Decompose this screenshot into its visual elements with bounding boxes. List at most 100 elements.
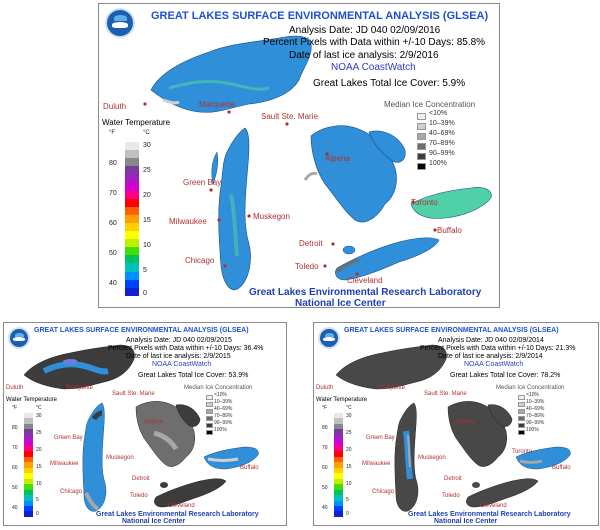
- water-temp-swatch: [334, 451, 343, 457]
- c-tick: 20: [143, 192, 151, 199]
- ice-legend-label-0: <10%: [429, 110, 448, 117]
- city-sault: Sault Ste. Marie: [112, 391, 155, 397]
- ice-legend-swatch-5: [417, 163, 426, 170]
- great-lakes-map-2015: [23, 344, 259, 512]
- water-temp-swatch: [334, 445, 343, 452]
- lake-erie: [335, 237, 440, 281]
- city-chicago: Chicago: [185, 256, 215, 265]
- lake-ontario: [410, 187, 492, 219]
- ice-legend-label-1: 10–39%: [214, 399, 233, 405]
- city-muskegon: Muskegon: [418, 455, 446, 461]
- city-dot-marquette: [227, 110, 231, 114]
- lake-st-clair: [472, 482, 480, 488]
- ice-legend-label-3: 70–89%: [214, 413, 233, 419]
- ice-legend-label-1: 10–39%: [526, 399, 545, 405]
- panel-title: GREAT LAKES SURFACE ENVIRONMENTAL ANALYS…: [151, 10, 489, 22]
- ice-legend-swatch-2: [206, 409, 213, 414]
- city-toledo: Toledo: [442, 493, 460, 499]
- water-temp-swatch: [24, 418, 33, 424]
- city-duluth: Duluth: [6, 385, 24, 391]
- total-ice-cover: Great Lakes Total Ice Cover: 53.9%: [138, 372, 249, 379]
- city-chicago: Chicago: [60, 489, 83, 495]
- c-tick: 10: [346, 481, 352, 487]
- water-temp-scale: [334, 413, 343, 517]
- percent-pixels: Percent Pixels with Data within +/-10 Da…: [263, 37, 486, 48]
- f-tick: 40: [109, 280, 117, 287]
- lake-huron: [310, 125, 397, 223]
- percent-pixels: Percent Pixels with Data within +/-10 Da…: [420, 345, 576, 352]
- city-muskegon: Muskegon: [253, 212, 290, 221]
- city-buffalo: Buffalo: [437, 226, 462, 235]
- water-temp-swatch: [125, 142, 139, 151]
- water-temp-swatch: [125, 287, 139, 296]
- water-temp-swatch: [125, 214, 139, 223]
- city-dot-chicago: [223, 264, 227, 268]
- city-cleveland: Cleveland: [480, 503, 507, 509]
- c-tick: 15: [36, 464, 42, 470]
- lake-ontario: [203, 446, 259, 470]
- c-tick: 30: [143, 142, 151, 149]
- f-tick: 50: [109, 250, 117, 257]
- water-temp-swatch: [125, 158, 139, 167]
- total-ice-cover: Great Lakes Total Ice Cover: 5.9%: [313, 78, 466, 89]
- city-cleveland: Cleveland: [347, 276, 383, 285]
- water-temp-swatch: [125, 239, 139, 248]
- last-ice-analysis: Date of last ice analysis: 2/9/2015: [126, 353, 231, 360]
- coastwatch-label: NOAA CoastWatch: [152, 361, 212, 368]
- ice-legend-title: Median Ice Concentration: [184, 385, 253, 391]
- water-temp-swatch: [125, 206, 139, 215]
- city-dot-sault: [285, 122, 289, 126]
- f-tick: 70: [12, 445, 18, 451]
- ice-legend-label-5: 100%: [526, 427, 539, 433]
- city-marquette: Marquette: [199, 100, 236, 109]
- unit-f: °F: [12, 405, 18, 411]
- water-temp-swatch: [24, 445, 33, 452]
- lab-name: Great Lakes Environmental Research Labor…: [96, 511, 259, 518]
- ice-legend-swatch-1: [417, 123, 426, 130]
- lake-michigan: [82, 402, 107, 512]
- lake-erie: [466, 478, 539, 508]
- water-temp-swatch: [334, 495, 343, 501]
- water-temp-swatch: [24, 484, 33, 490]
- water-temp-swatch: [24, 505, 33, 512]
- c-tick: 20: [346, 447, 352, 453]
- water-temp-label: Water Temperature: [316, 397, 368, 403]
- noaa-logo: [8, 327, 30, 349]
- water-temp-swatch: [334, 478, 343, 485]
- water-temp-swatch: [125, 190, 139, 199]
- glsea-panel-2014: GREAT LAKES SURFACE ENVIRONMENTAL ANALYS…: [313, 322, 599, 526]
- analysis-date: Analysis Date: JD 040 02/09/2014: [438, 337, 544, 344]
- city-dot-duluth: [143, 102, 147, 106]
- city-dot-buffalo: [433, 228, 437, 232]
- ice-legend-swatch-0: [518, 395, 525, 400]
- water-temp-swatch: [334, 413, 343, 419]
- city-sault: Sault Ste. Marie: [261, 112, 318, 121]
- city-detroit: Detroit: [132, 476, 150, 482]
- city-milwaukee: Milwaukee: [169, 217, 207, 226]
- city-cleveland: Cleveland: [168, 503, 195, 509]
- unit-c: °C: [143, 130, 150, 136]
- water-temp-swatch: [24, 489, 33, 496]
- unit-f: °F: [322, 405, 328, 411]
- f-tick: 60: [109, 220, 117, 227]
- water-temp-scale: [24, 413, 33, 517]
- water-temp-swatch: [334, 511, 343, 517]
- ice-legend-label-5: 100%: [429, 160, 447, 167]
- lake-st-clair: [342, 245, 356, 255]
- panel-title: GREAT LAKES SURFACE ENVIRONMENTAL ANALYS…: [344, 327, 559, 334]
- city-dot-alpena: [325, 152, 329, 156]
- city-dot-cleveland: [355, 272, 359, 276]
- georgian-bay: [368, 130, 406, 163]
- ice-legend-swatch-0: [206, 395, 213, 400]
- water-temp-swatch: [24, 495, 33, 501]
- city-toledo: Toledo: [130, 493, 148, 499]
- city-dot-toledo: [323, 264, 327, 268]
- ice-legend-swatch-2: [417, 133, 426, 140]
- percent-pixels: Percent Pixels with Data within +/-10 Da…: [108, 345, 264, 352]
- ice-legend-label-5: 100%: [214, 427, 227, 433]
- water-temp-swatch: [334, 500, 343, 506]
- water-temp-swatch: [125, 182, 139, 191]
- ice-legend-label-2: 40–69%: [526, 406, 545, 412]
- c-tick: 30: [36, 413, 42, 419]
- georgian-bay: [175, 404, 201, 427]
